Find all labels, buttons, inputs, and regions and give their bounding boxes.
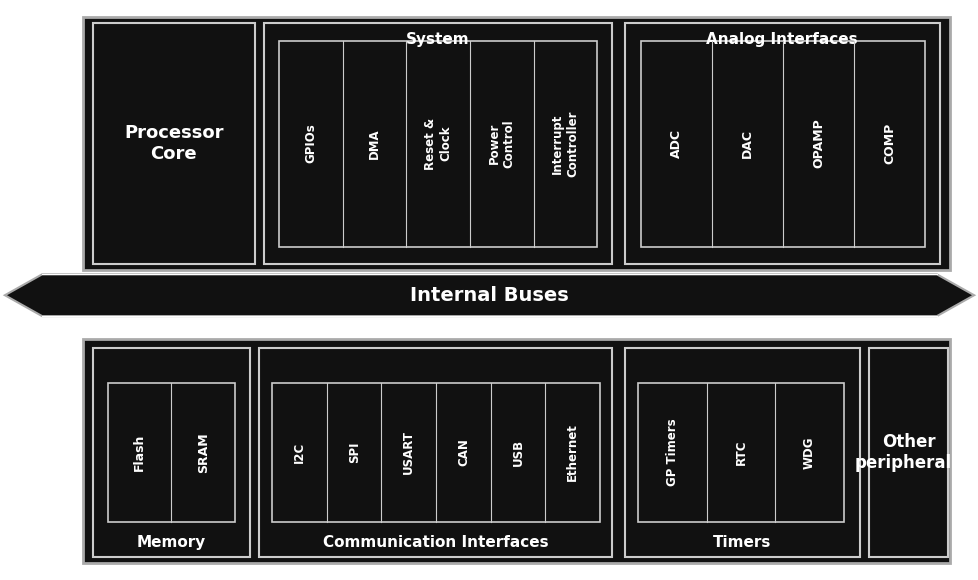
Bar bbox=[624, 23, 939, 264]
Text: USB: USB bbox=[511, 439, 524, 466]
Text: Reset &
Clock: Reset & Clock bbox=[423, 118, 452, 169]
Text: I2C: I2C bbox=[292, 442, 306, 463]
Bar bbox=[93, 348, 249, 557]
Text: GPIOs: GPIOs bbox=[304, 124, 317, 164]
Polygon shape bbox=[5, 274, 973, 316]
Text: Other
peripherals: Other peripherals bbox=[854, 433, 961, 472]
Text: Communication Interfaces: Communication Interfaces bbox=[323, 535, 548, 550]
Text: Processor
Core: Processor Core bbox=[124, 124, 223, 163]
Text: Ethernet: Ethernet bbox=[565, 423, 579, 481]
Text: WDG: WDG bbox=[802, 436, 816, 469]
Text: System: System bbox=[406, 32, 469, 47]
Text: OPAMP: OPAMP bbox=[812, 119, 824, 168]
Bar bbox=[83, 17, 949, 270]
Text: DAC: DAC bbox=[740, 129, 753, 158]
Bar bbox=[638, 383, 843, 522]
Text: Memory: Memory bbox=[137, 535, 205, 550]
Bar bbox=[259, 348, 611, 557]
Text: Interrupt
Controller: Interrupt Controller bbox=[551, 110, 579, 177]
Text: DMA: DMA bbox=[368, 128, 380, 159]
Text: CAN: CAN bbox=[457, 438, 469, 466]
Text: Flash: Flash bbox=[133, 434, 146, 471]
Text: Internal Buses: Internal Buses bbox=[410, 286, 568, 304]
Text: COMP: COMP bbox=[882, 123, 895, 164]
Text: USART: USART bbox=[402, 430, 415, 474]
Bar bbox=[108, 383, 235, 522]
Text: RTC: RTC bbox=[734, 440, 747, 465]
Bar bbox=[272, 383, 600, 522]
Text: SPI: SPI bbox=[347, 441, 360, 463]
Text: Timers: Timers bbox=[712, 535, 771, 550]
Bar bbox=[83, 339, 949, 563]
Bar bbox=[279, 41, 597, 246]
Bar bbox=[93, 23, 254, 264]
Bar bbox=[868, 348, 947, 557]
Bar bbox=[641, 41, 924, 246]
Bar bbox=[264, 23, 611, 264]
Text: Power
Control: Power Control bbox=[487, 119, 515, 168]
Text: GP Timers: GP Timers bbox=[665, 419, 679, 486]
Text: Analog Interfaces: Analog Interfaces bbox=[706, 32, 857, 47]
Text: SRAM: SRAM bbox=[197, 432, 209, 473]
Text: ADC: ADC bbox=[670, 129, 683, 158]
Bar bbox=[624, 348, 859, 557]
